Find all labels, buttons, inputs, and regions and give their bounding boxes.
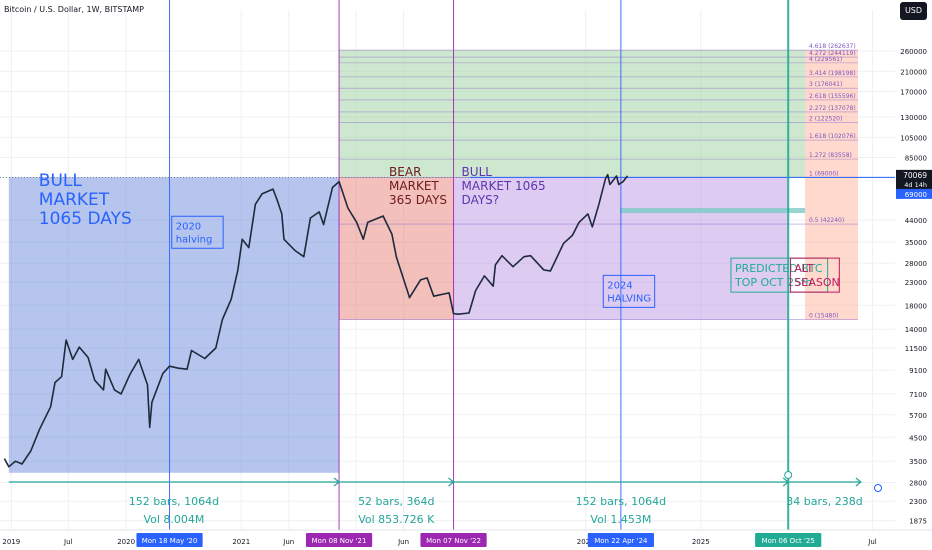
- fib-level-label: 1 (69000): [809, 170, 839, 177]
- range-volume-3: Vol 1.453M: [590, 513, 651, 526]
- zone-label-2: BEAR MARKET 365 DAYS: [389, 165, 447, 207]
- price-tick-label: 35000: [905, 239, 927, 247]
- time-tick-label: 2024: [577, 538, 595, 546]
- annotation-box-3: [730, 257, 829, 293]
- price-tick-label: 130000: [900, 114, 927, 122]
- annotation-label-4: ALT SEASON: [794, 262, 839, 289]
- date-tag-3: [420, 533, 487, 547]
- price-tick-label: 4500: [909, 434, 927, 442]
- currency-badge[interactable]: USD: [900, 2, 927, 20]
- countdown-label: 4d 14h: [904, 181, 927, 189]
- support-band: [620, 208, 805, 214]
- date-tag-2: [305, 533, 373, 547]
- fib-level-label: 2.272 (137078): [809, 105, 856, 112]
- date-tag-label-1: Mon 18 May '20: [142, 537, 198, 545]
- price-tick-label: 1875: [909, 518, 927, 526]
- price-tick-label: 11500: [905, 345, 927, 353]
- chart-title: Bitcoin / U.S. Dollar, 1W, BITSTAMP: [4, 5, 144, 14]
- fib-level-label: 2.618 (155596): [809, 93, 856, 100]
- price-tick-label: 5700: [909, 412, 927, 420]
- price-tick-label: 260000: [900, 48, 927, 56]
- fib-level-label: 4.272 (244119): [809, 50, 856, 57]
- range-label-4: 34 bars, 238d: [786, 495, 862, 508]
- time-tick-label: 2025: [692, 538, 710, 546]
- price-tick-label: 3500: [909, 458, 927, 466]
- level-price-tag: [896, 188, 932, 199]
- date-tag-label-3: Mon 07 Nov '22: [426, 537, 481, 545]
- date-tag-1: [136, 533, 203, 547]
- annotation-label-2: 2024 HALVING: [607, 280, 651, 304]
- price-tick-label: 7100: [909, 391, 927, 399]
- range-arrow-head-4: [855, 477, 862, 487]
- time-tick-label: Jun: [282, 538, 294, 546]
- range-label-3: 152 bars, 1064d: [576, 495, 666, 508]
- time-tick-label: 2021: [232, 538, 250, 546]
- annotation-box-4: [789, 257, 840, 293]
- time-tick-label: Jun: [397, 538, 409, 546]
- price-line: [3, 173, 629, 468]
- price-tick-label: 210000: [900, 68, 927, 76]
- zone-label-3: BULL MARKET 1065 DAYS?: [462, 165, 546, 207]
- price-axis-background: [895, 0, 932, 550]
- annotation-box-1: [171, 215, 224, 249]
- fib-level-label: 4.618 (262637): [809, 43, 856, 50]
- time-tick-label: 2020: [117, 538, 135, 546]
- range-label-2: 52 bars, 364d: [358, 495, 434, 508]
- date-tag-label-4: Mon 22 Apr '24: [594, 537, 648, 545]
- price-tick-label: 2300: [909, 498, 927, 506]
- range-volume-2: Vol 853.726 K: [358, 513, 435, 526]
- range-label-1: 152 bars, 1064d: [129, 495, 219, 508]
- date-tag-label-2: Mon 08 Nov '21: [312, 537, 367, 545]
- level-price-label: 69000: [905, 191, 927, 199]
- range-volume-1: Vol 8.004M: [143, 513, 204, 526]
- fib-level-label: 3.414 (198198): [809, 70, 856, 77]
- range-handle: [784, 471, 793, 479]
- date-tag-label-5: Mon 06 Oct '25: [762, 537, 815, 545]
- price-tick-label: 18000: [905, 302, 927, 310]
- price-tick-label: 23000: [905, 279, 927, 287]
- annotation-label-1: 2020 halving: [176, 221, 213, 245]
- zone-label-1: BULL MARKET 1065 DAYS: [39, 171, 132, 229]
- time-tick-label: Jul: [867, 538, 877, 546]
- fib-level-label: 4 (229561): [809, 56, 842, 63]
- fib-level-label: 2 (122520): [809, 116, 842, 123]
- annotation-label-3: PREDICTED BTC TOP OCT 25th: [734, 262, 823, 289]
- price-tick-label: 9100: [909, 367, 927, 375]
- time-tick-label: 2019: [2, 538, 20, 546]
- fib-green-area: [339, 50, 805, 178]
- annotation-box-2: [602, 274, 656, 308]
- fib-level-label: 1.272 (83558): [809, 152, 852, 159]
- price-tick-label: 2800: [909, 479, 927, 487]
- fib-level-label: 3 (176041): [809, 81, 842, 88]
- price-tick-label: 85000: [905, 154, 927, 162]
- fib-level-label: 1.618 (102076): [809, 133, 856, 140]
- date-tag-4: [587, 533, 654, 547]
- price-tick-label: 44000: [905, 217, 927, 225]
- time-tick-label: Jul: [63, 538, 73, 546]
- price-tick-label: 170000: [900, 88, 927, 96]
- fib-level-label: 0 (15480): [809, 313, 839, 320]
- fib-level-label: 0.5 (42240): [809, 217, 844, 224]
- date-tag-5: [755, 533, 822, 547]
- zone-1: [8, 177, 340, 473]
- price-tick-label: 105000: [900, 134, 927, 142]
- fib-orange-area: [805, 50, 858, 320]
- price-tick-label: 28000: [905, 260, 927, 268]
- price-tick-label: 14000: [905, 326, 927, 334]
- last-price-label: 70069: [903, 171, 927, 180]
- range-handle: [874, 484, 882, 492]
